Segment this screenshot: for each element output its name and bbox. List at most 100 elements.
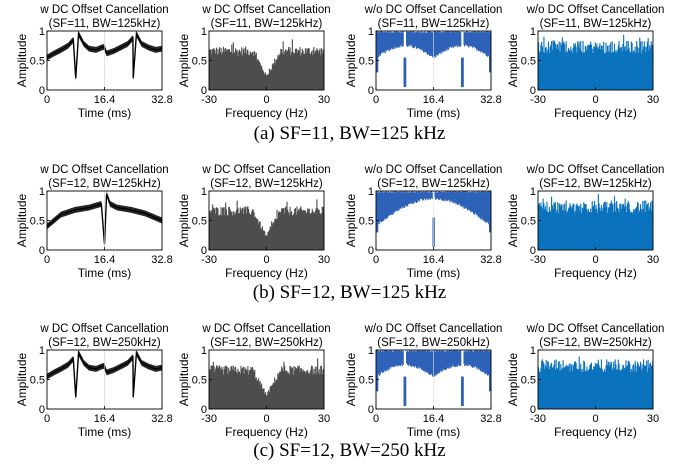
signal-band	[462, 57, 463, 88]
spectrum-bar	[561, 209, 563, 250]
signal-band	[456, 350, 457, 366]
spectrum-bar	[575, 362, 577, 409]
signal-band	[420, 31, 422, 49]
spectrum-bar	[261, 388, 264, 409]
spectrum-bar	[258, 60, 260, 90]
spectrum-bar	[540, 44, 542, 90]
signal-band	[444, 192, 446, 200]
spectrum-bar	[270, 385, 272, 409]
signal-band	[447, 350, 448, 368]
spectrum-bar	[548, 368, 550, 409]
spectrum-bar	[607, 51, 609, 90]
spectrum-bar	[226, 367, 228, 409]
signal-band	[377, 351, 379, 392]
spectrum-bar	[538, 204, 540, 250]
signal-band	[388, 192, 390, 216]
spectrum-bar	[304, 48, 306, 90]
spectrum-bar	[297, 367, 300, 409]
spectrum-bar	[602, 371, 604, 409]
signal-band	[397, 351, 398, 366]
signal-band	[428, 192, 429, 199]
spectrum-bar	[210, 365, 212, 409]
spectrum-bar	[544, 209, 546, 250]
signal-band	[486, 351, 487, 373]
spectrum-bar	[242, 213, 244, 250]
signal-band	[433, 217, 435, 248]
spectrum-bar	[262, 70, 264, 90]
spectrum-bar	[278, 372, 280, 409]
signal-band	[437, 351, 439, 374]
spectrum-bar	[614, 211, 616, 250]
signal-band	[394, 31, 395, 48]
signal-band	[479, 31, 481, 52]
signal-band	[415, 192, 416, 202]
signal-band	[489, 32, 491, 73]
signal-band	[446, 192, 448, 200]
signal-band	[458, 32, 460, 46]
spectrum-bar	[232, 369, 234, 409]
signal-band	[408, 192, 410, 205]
spectrum-bar	[302, 50, 304, 90]
signal-band	[444, 351, 446, 370]
signal-band	[426, 32, 427, 53]
spectrum-bar	[301, 48, 303, 90]
signal-band	[447, 31, 449, 49]
spectrum-bar	[312, 211, 314, 250]
signal-band	[477, 350, 478, 368]
spectrum-bar	[579, 48, 581, 90]
spectrum-bar	[271, 385, 273, 409]
spectrum-bar	[240, 208, 242, 250]
signal-band	[453, 32, 454, 49]
x-axis-label: Frequency (Hz)	[225, 266, 308, 280]
spectrum-bar	[310, 212, 313, 250]
spectrum-bar	[567, 48, 570, 90]
signal-band	[386, 31, 388, 50]
spectrum-bar	[309, 54, 311, 90]
y-tick-label: 0	[530, 85, 536, 97]
spectrum-bar	[637, 203, 639, 250]
spectrum-bar	[237, 55, 239, 90]
spectrum-bar	[582, 208, 584, 250]
spectrum-bar	[577, 41, 579, 90]
spectrum-bar	[307, 47, 310, 90]
spectrum-bar	[279, 370, 281, 409]
spectrum-bar	[260, 65, 262, 90]
spectrum-bar	[621, 369, 623, 409]
signal-band	[431, 31, 433, 57]
signal-band	[427, 31, 429, 55]
signal-band	[380, 31, 382, 54]
spectrum-bar	[631, 371, 633, 409]
y-axis-label: Amplitude	[177, 194, 191, 248]
spectrum-bar	[570, 363, 572, 409]
signal-band	[429, 192, 430, 199]
signal-band	[377, 31, 379, 73]
spectrum-bar	[268, 231, 270, 250]
signal-band	[382, 31, 383, 53]
signal-band	[469, 351, 471, 365]
signal-band	[467, 351, 468, 365]
spectrum-bar	[229, 370, 231, 409]
spectrum-bar	[293, 54, 295, 90]
y-tick-label: 1	[201, 345, 207, 357]
signal-band	[447, 31, 448, 50]
signal-band	[484, 350, 486, 373]
spectrum-bar	[236, 373, 238, 409]
spectrum-bar	[217, 208, 219, 250]
signal-band	[479, 191, 481, 216]
signal-band	[484, 31, 486, 54]
spectrum-bar	[215, 368, 217, 409]
signal-band	[446, 31, 447, 50]
x-tick-label: 16.4	[94, 94, 115, 106]
signal-band	[417, 350, 418, 367]
signal-band	[482, 350, 483, 373]
signal-band	[452, 191, 454, 204]
panel-title: w DC Offset Cancellation	[201, 4, 330, 16]
spectrum-bar	[547, 361, 549, 409]
spectrum-bar	[281, 49, 283, 90]
spectrum-bar	[541, 359, 543, 409]
spectrum-bar	[645, 200, 647, 250]
x-tick-label: 0	[592, 94, 598, 106]
signal-band	[428, 350, 429, 375]
spectrum-bar	[277, 373, 279, 409]
spectrum-bar	[624, 198, 626, 250]
